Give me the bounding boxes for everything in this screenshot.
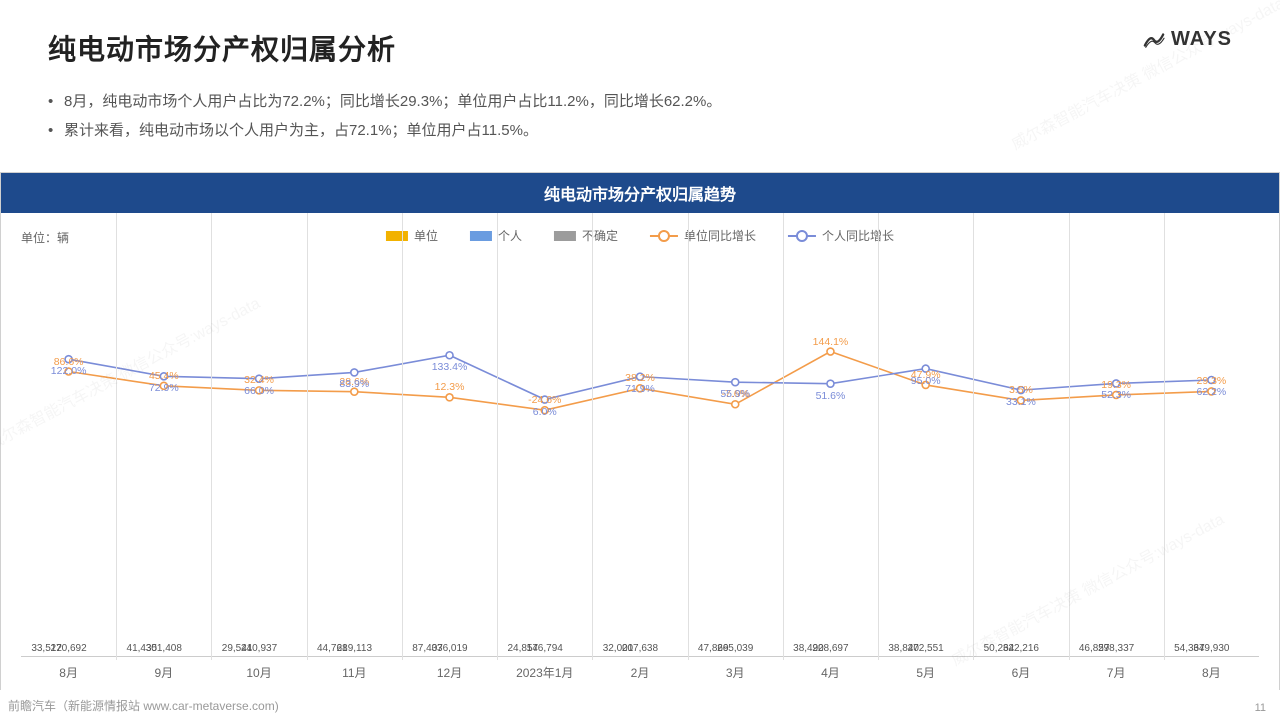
chart-container: 纯电动市场分产权归属趋势 单位：辆 单位 个人 不确定 单位同比增长: [0, 172, 1280, 690]
swatch-icon: [386, 231, 408, 241]
legend-bar1: 单位: [386, 227, 438, 244]
page-number: 11: [1255, 702, 1266, 714]
legend-bar3: 不确定: [554, 227, 618, 244]
line-value-label: 66.0%: [244, 385, 274, 397]
line-value-label: 45.4%: [149, 370, 179, 382]
bullet-item: 累计来看，纯电动市场以个人用户为主，占72.1%；单位用户占11.5%。: [48, 117, 1232, 146]
line-value-label: -24.6%: [528, 394, 561, 406]
logo-text: WAYS: [1171, 28, 1232, 51]
bar-value-label: 240,937: [241, 643, 277, 654]
legend-label: 单位同比增长: [684, 227, 756, 244]
line-value-label: 6.0%: [533, 406, 557, 418]
slide: 纯电动市场分产权归属分析 WAYS 8月，纯电动市场个人用户占比为72.2%；同…: [0, 0, 1280, 720]
line-value-label: 72.9%: [149, 382, 179, 394]
line-icon: [650, 235, 678, 237]
legend-label: 个人同比增长: [822, 227, 894, 244]
x-axis-label: 3月: [726, 664, 745, 681]
line-value-label: 95.0%: [911, 375, 941, 387]
x-axis-label: 2月: [631, 664, 650, 681]
line-value-label: 144.1%: [813, 336, 849, 348]
x-axis-label: 10月: [246, 664, 271, 681]
bar-value-label: 146,794: [527, 643, 563, 654]
line-value-label: 52.3%: [1101, 389, 1131, 401]
line-icon: [788, 235, 816, 237]
x-axis-label: 11月: [342, 664, 366, 681]
header: 纯电动市场分产权归属分析 WAYS: [48, 28, 1232, 68]
line-overlay: [21, 261, 1259, 656]
bar-value-label: 349,930: [1193, 643, 1229, 654]
bar-value-label: 270,692: [51, 643, 87, 654]
footer-source: 前瞻汽车（新能源情报站 www.car-metaverse.com): [8, 697, 279, 714]
bar-value-label: 289,113: [337, 643, 372, 654]
swatch-icon: [470, 231, 492, 241]
ways-logo-icon: [1143, 29, 1165, 51]
x-axis-label: 7月: [1107, 664, 1126, 681]
bar-value-label: 298,337: [1098, 643, 1134, 654]
plot-area: 33,512270,6928月41,435301,4089月29,541240,…: [21, 261, 1259, 657]
bar-value-label: 272,551: [908, 643, 944, 654]
legend: 单位 个人 不确定 单位同比增长 个人同比增长: [386, 227, 894, 244]
chart-body: 单位：辆 单位 个人 不确定 单位同比增长: [1, 213, 1279, 691]
legend-bar2: 个人: [470, 227, 522, 244]
bar-value-label: 301,408: [146, 643, 182, 654]
bar-value-label: 336,019: [431, 643, 467, 654]
unit-label: 单位：辆: [21, 229, 69, 246]
bar-value-label: 207,638: [622, 643, 658, 654]
page-title: 纯电动市场分产权归属分析: [48, 28, 396, 68]
chart-title: 纯电动市场分产权归属趋势: [1, 173, 1279, 213]
x-axis-label: 5月: [916, 664, 935, 681]
bar-value-label: 228,697: [812, 643, 848, 654]
x-axis-label: 4月: [821, 664, 840, 681]
line-value-label: 3.5%: [1009, 384, 1033, 396]
legend-line1: 单位同比增长: [650, 227, 756, 244]
x-axis-label: 12月: [437, 664, 462, 681]
line-value-label: 62.2%: [1196, 386, 1226, 398]
line-value-label: 122.0%: [51, 365, 87, 377]
x-axis-label: 6月: [1012, 664, 1031, 681]
line-value-label: 51.6%: [816, 390, 846, 402]
x-axis-label: 8月: [1202, 664, 1221, 681]
line-value-label: 12.3%: [435, 381, 465, 393]
bar-value-label: 322,216: [1003, 643, 1039, 654]
legend-label: 不确定: [582, 227, 618, 244]
line-value-label: 33.1%: [1006, 396, 1036, 408]
x-axis-label: 8月: [59, 664, 78, 681]
line-value-label: 133.4%: [432, 361, 468, 373]
bullet-item: 8月，纯电动市场个人用户占比为72.2%；同比增长29.3%；单位用户占比11.…: [48, 88, 1232, 117]
x-axis-label: 9月: [154, 664, 173, 681]
line-value-label: 55.9%: [720, 388, 750, 400]
bullet-list: 8月，纯电动市场个人用户占比为72.2%；同比增长29.3%；单位用户占比11.…: [48, 88, 1232, 145]
swatch-icon: [554, 231, 576, 241]
line-value-label: 83.9%: [339, 378, 369, 390]
x-axis-label: 2023年1月: [516, 664, 573, 681]
legend-label: 单位: [414, 227, 438, 244]
logo: WAYS: [1143, 28, 1232, 51]
bar-value-label: 265,039: [717, 643, 753, 654]
legend-label: 个人: [498, 227, 522, 244]
line-value-label: 71.9%: [625, 383, 655, 395]
